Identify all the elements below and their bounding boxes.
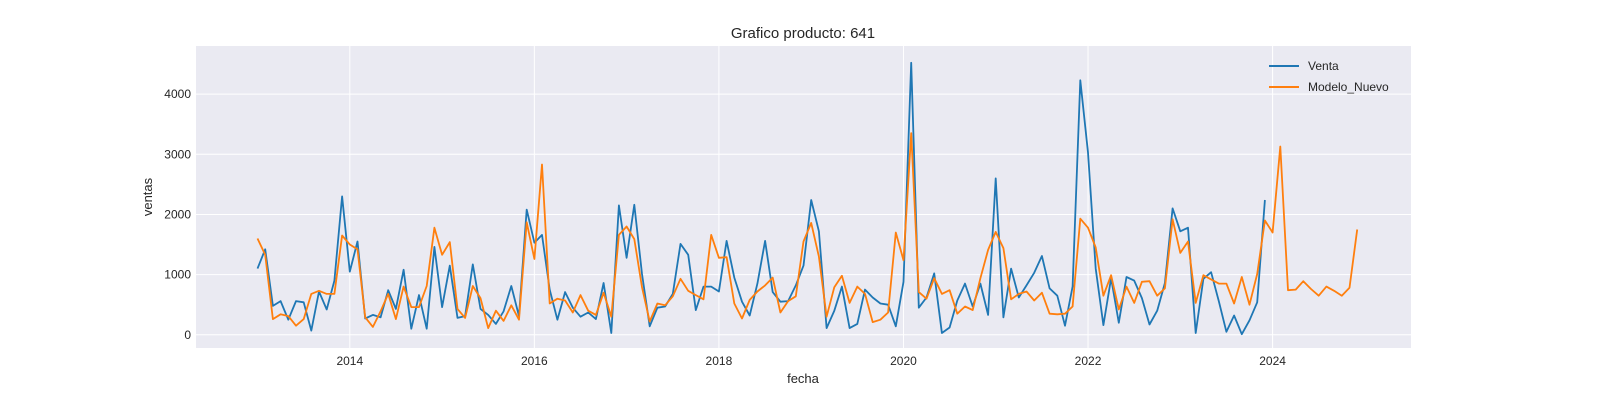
x-tick-label: 2024 (1259, 354, 1286, 368)
series-line-modelo-nuevo (256, 132, 1359, 330)
y-axis-label: ventas (140, 177, 155, 216)
grid (196, 46, 1411, 348)
x-tick-label: 2016 (521, 354, 548, 368)
x-tick-label: 2020 (890, 354, 917, 368)
x-tick-label: 2018 (706, 354, 733, 368)
y-tick-label: 2000 (164, 207, 191, 221)
plot-area (196, 46, 1411, 348)
chart-title: Grafico producto: 641 (731, 25, 875, 42)
series-lines (256, 61, 1359, 336)
y-tick-label: 1000 (164, 268, 191, 282)
legend: Venta Modelo_Nuevo (1269, 59, 1389, 94)
axis-ticks: 0 1000 2000 3000 4000 2014 2016 2018 2020 2022 202… (164, 87, 1286, 368)
y-tick-label: 3000 (164, 147, 191, 161)
x-axis-label: fecha (787, 371, 820, 386)
x-tick-label: 2022 (1075, 354, 1102, 368)
y-tick-label: 0 (184, 328, 191, 342)
y-tick-label: 4000 (164, 87, 191, 101)
legend-label-modelo-nuevo: Modelo_Nuevo (1308, 80, 1389, 94)
legend-label-venta: Venta (1308, 59, 1339, 73)
x-tick-label: 2014 (336, 354, 363, 368)
series-line-venta (256, 61, 1266, 336)
